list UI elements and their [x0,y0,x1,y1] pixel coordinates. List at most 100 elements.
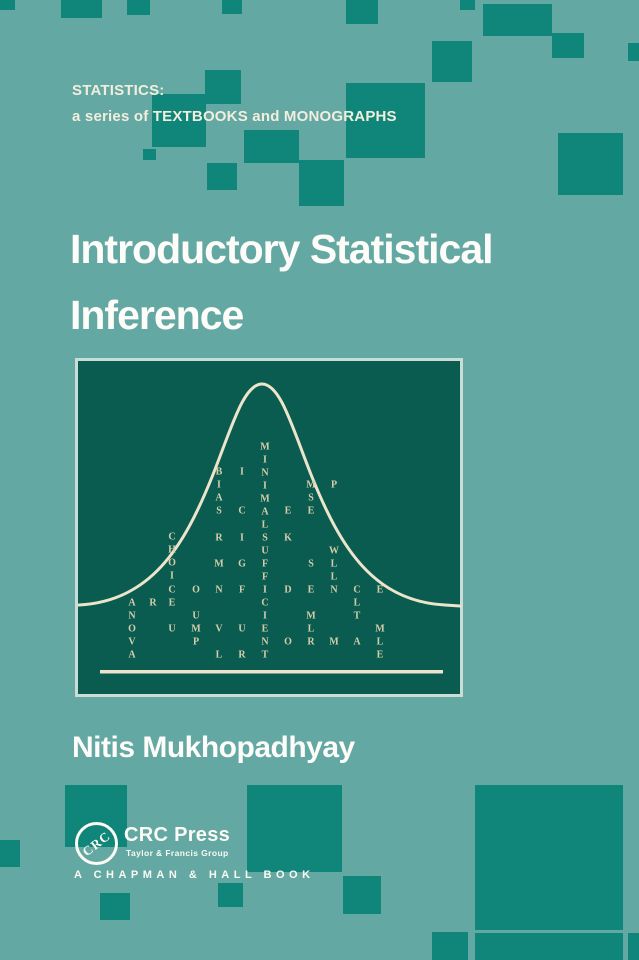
decorative-square [558,133,623,195]
curve-letter: E [376,584,384,596]
curve-letter: S [216,505,222,517]
curve-letter: E [261,623,269,635]
curve-letter: N [215,584,223,596]
publisher-group: Taylor & Francis Group [126,848,229,858]
decorative-square [0,0,15,10]
decorative-square [475,785,623,930]
curve-letter: A [261,506,269,518]
curve-letter: L [376,636,384,648]
curve-letter: U [168,623,176,635]
curve-letter: V [215,623,223,635]
curve-letter: U [261,545,269,557]
book-title: Introductory Statistical Inference [70,216,494,348]
curve-letter: D [284,584,292,596]
decorative-square [143,149,156,160]
curve-letter: S [308,492,314,504]
curve-letter: N [261,467,269,479]
series-line2: a series of TEXTBOOKS and MONOGRAPHS [72,108,397,125]
curve-letter: I [263,480,267,492]
decorative-square [346,83,425,158]
decorative-square [100,893,130,920]
decorative-square [247,785,342,872]
curve-letter: B [215,466,223,478]
decorative-square [127,0,150,15]
curve-letter: O [284,636,292,648]
decorative-square [205,70,241,104]
decorative-square [207,163,237,190]
series-heading: STATISTICS: a series of TEXTBOOKS and MO… [72,78,397,130]
curve-letter: N [128,610,136,622]
curve-letter: I [263,610,267,622]
decorative-square [483,4,552,36]
curve-letter: L [307,623,315,635]
curve-letter: P [330,479,338,491]
curve-letter: L [215,649,223,661]
decorative-square [299,160,344,206]
curve-letter: W [329,545,339,557]
curve-letter: U [238,623,246,635]
curve-letter: R [215,532,223,544]
decorative-square [152,94,206,147]
curve-letter: I [170,570,174,582]
curve-letter: C [168,584,176,596]
curve-letter: L [330,558,338,570]
curve-letter: C [168,531,176,543]
crc-logo-text: CRC [79,827,114,859]
series-line1: STATISTICS: [72,82,165,99]
curve-letter: S [262,532,268,544]
curve-letter: O [128,623,136,635]
decorative-square [61,0,102,18]
author-name: Nitis Mukhopadhyay [72,731,355,764]
curve-letter: L [330,571,338,583]
curve-letter: R [238,649,246,661]
curve-letter: C [238,505,246,517]
curve-letter: F [261,571,269,583]
curve-letter: F [238,584,246,596]
curve-letter: T [261,649,269,661]
curve-letter: I [240,466,244,478]
curve-letter: C [261,597,269,609]
curve-letter: C [353,584,361,596]
title-line2: Inference [70,292,244,338]
curve-letter: O [192,584,200,596]
decorative-square [222,0,242,14]
curve-letter: M [306,479,316,491]
curve-letter: M [214,558,224,570]
publisher-name: CRC Press [124,824,231,846]
decorative-square [244,130,299,163]
decorative-square [346,0,378,24]
curve-letter: L [353,597,361,609]
curve-letter: S [308,558,314,570]
curve-letter: T [353,610,361,622]
decorative-square [460,0,475,10]
crc-logo-icon: CRC [75,822,118,865]
curve-letter: P [192,636,200,648]
decorative-square [218,883,243,907]
curve-letter: I [217,479,221,491]
curve-letter: A [128,597,136,609]
curve-letter: M [260,441,270,453]
curve-letter: U [192,610,200,622]
curve-letter: M [306,610,316,622]
curve-letter: E [168,597,176,609]
curve-letter: E [307,505,315,517]
title-line1: Introductory Statistical [70,226,494,272]
curve-letter: L [261,519,269,531]
decorative-square [0,840,20,867]
curve-letter: M [260,493,270,505]
curve-letter: V [128,636,136,648]
decorative-square [432,41,472,82]
publisher-imprint: A CHAPMAN & HALL BOOK [74,869,315,881]
curve-letter: N [261,636,269,648]
curve-letter: K [284,532,292,544]
curve-letter: M [375,623,385,635]
curve-letter: E [307,584,315,596]
curve-letter: R [307,636,315,648]
curve-letter: A [353,636,361,648]
decorative-square [475,933,623,960]
decorative-square [628,43,639,61]
curve-letter: I [263,584,267,596]
